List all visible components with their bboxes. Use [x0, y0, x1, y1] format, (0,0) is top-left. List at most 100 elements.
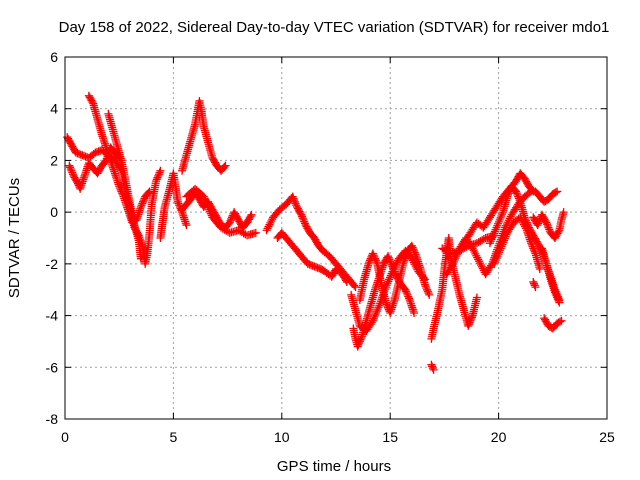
point-marker	[291, 199, 300, 208]
point-marker	[373, 305, 382, 314]
point-marker	[542, 218, 551, 227]
point-marker	[422, 283, 431, 292]
point-marker	[225, 218, 234, 227]
point-marker	[372, 258, 381, 267]
point-marker	[380, 287, 389, 296]
point-marker	[200, 194, 209, 203]
point-marker	[528, 242, 537, 251]
point-marker	[263, 224, 272, 233]
point-marker	[267, 217, 276, 226]
point-marker	[386, 271, 395, 280]
point-marker	[543, 220, 552, 229]
point-marker	[514, 194, 523, 203]
x-tick-label: 25	[599, 429, 615, 445]
point-marker	[145, 187, 154, 196]
point-marker	[412, 263, 421, 272]
point-marker	[494, 217, 503, 226]
point-marker	[502, 230, 511, 239]
point-marker	[392, 260, 401, 269]
point-marker	[474, 255, 483, 264]
point-marker	[371, 254, 380, 263]
point-marker	[401, 285, 410, 294]
point-marker	[467, 315, 476, 324]
point-marker	[411, 250, 420, 259]
point-marker	[423, 285, 432, 294]
point-marker	[530, 247, 539, 256]
point-marker	[495, 246, 504, 255]
point-marker	[407, 241, 416, 250]
point-marker	[553, 295, 562, 304]
point-marker	[404, 292, 413, 301]
point-marker	[552, 291, 561, 300]
point-marker	[493, 221, 502, 230]
point-marker	[350, 281, 359, 290]
y-tick-label: 6	[50, 49, 58, 65]
point-marker	[367, 318, 376, 327]
y-tick-label: 0	[50, 204, 58, 220]
point-marker	[559, 208, 568, 217]
point-marker	[402, 287, 411, 296]
point-marker	[370, 312, 379, 321]
point-marker	[453, 248, 462, 257]
y-tick-label: -2	[46, 256, 59, 272]
point-marker	[491, 255, 500, 264]
point-marker	[520, 222, 529, 231]
y-tick-label: 2	[50, 152, 58, 168]
point-marker	[374, 303, 383, 312]
point-marker	[351, 283, 360, 292]
point-marker	[544, 223, 553, 232]
point-marker	[424, 289, 433, 298]
point-marker	[341, 276, 350, 285]
point-marker	[530, 279, 539, 288]
series-mdo1-j	[273, 228, 351, 286]
point-marker	[152, 175, 161, 184]
point-marker	[553, 187, 562, 196]
series-mdo1-f	[178, 96, 230, 175]
point-marker	[496, 213, 505, 222]
point-marker	[298, 214, 307, 223]
point-marker	[409, 245, 418, 254]
point-marker	[156, 166, 165, 175]
point-marker	[136, 202, 145, 211]
point-marker	[65, 161, 74, 170]
point-marker	[378, 291, 387, 300]
point-marker	[410, 260, 419, 269]
point-marker	[385, 275, 394, 284]
point-marker	[447, 261, 456, 270]
point-marker	[381, 283, 390, 292]
point-marker	[369, 314, 378, 323]
point-marker	[496, 244, 505, 253]
point-marker	[555, 298, 564, 307]
point-marker	[411, 262, 420, 271]
point-marker	[497, 212, 506, 221]
point-marker	[290, 196, 299, 205]
point-marker	[485, 239, 494, 248]
point-marker	[353, 342, 362, 351]
point-marker	[477, 262, 486, 271]
point-marker	[152, 177, 161, 186]
point-marker	[503, 192, 512, 201]
point-marker	[530, 281, 539, 290]
point-marker	[531, 283, 540, 292]
point-marker	[68, 168, 77, 177]
point-marker	[342, 277, 351, 286]
point-marker	[299, 215, 308, 224]
point-marker	[452, 252, 461, 261]
point-marker	[428, 364, 437, 373]
y-tick-label: -6	[46, 359, 59, 375]
point-marker	[554, 296, 563, 305]
point-marker	[410, 308, 419, 317]
point-marker	[504, 189, 513, 198]
point-marker	[527, 240, 536, 249]
point-marker	[489, 229, 498, 238]
point-marker	[545, 225, 554, 234]
point-marker	[556, 317, 565, 326]
point-marker	[381, 285, 390, 294]
point-marker	[492, 254, 501, 263]
point-marker	[386, 257, 395, 266]
point-marker	[389, 265, 398, 274]
point-marker	[519, 220, 528, 229]
point-marker	[369, 251, 378, 260]
chart-title: Day 158 of 2022, Sidereal Day-to-day VTE…	[59, 19, 610, 36]
